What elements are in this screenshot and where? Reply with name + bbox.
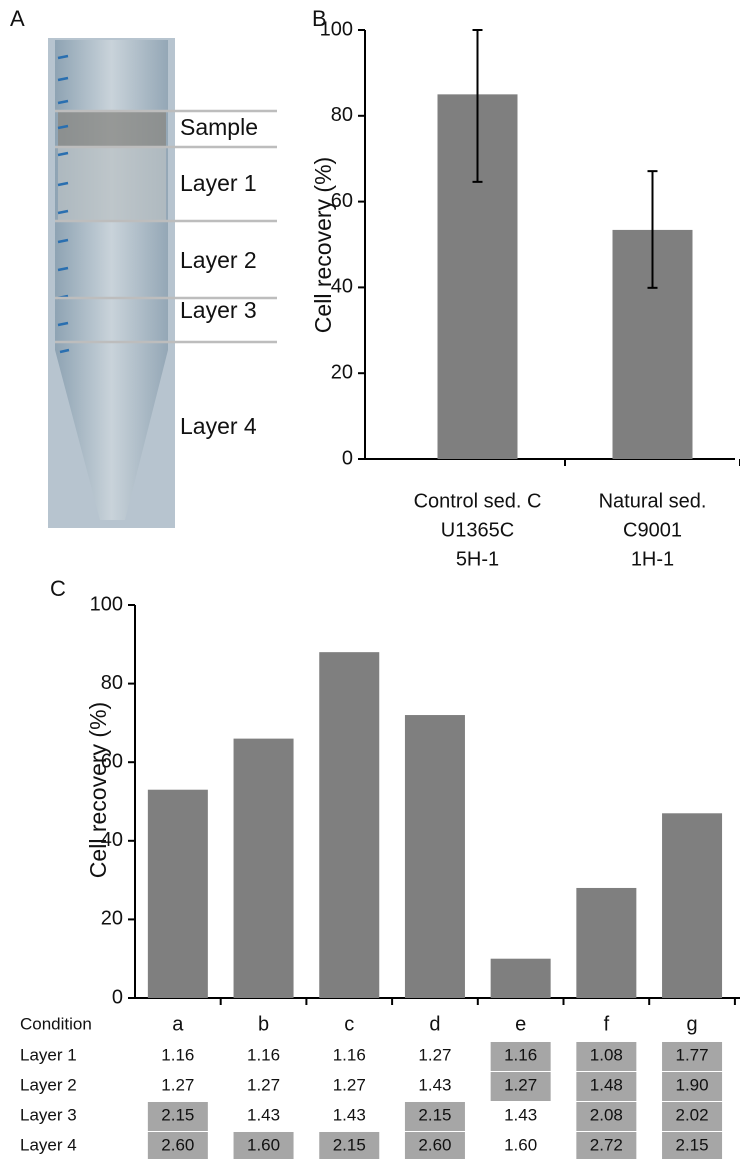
layer-label: Layer 4 [180,413,257,439]
cell-highlight [233,1132,294,1159]
cell: 1.27 [161,1075,194,1094]
y-tick-label: 40 [331,276,353,298]
row-label: Layer 1 [20,1045,77,1064]
cell: 1.60 [247,1135,280,1154]
cell-highlight [576,1102,637,1131]
cell: 2.15 [161,1105,194,1124]
row-label: Layer 2 [20,1075,77,1094]
bar [404,715,465,998]
cell: 1.27 [333,1075,366,1094]
x-tick-label: b [258,1013,269,1035]
layer-label: Layer 2 [180,247,257,273]
cell: 2.15 [418,1105,451,1124]
cell-highlight [662,1042,723,1071]
bar [147,789,208,998]
cell: 1.16 [161,1045,194,1064]
y-tick-label: 100 [320,18,353,40]
y-tick-label: 60 [101,750,123,772]
y-tick-label: 80 [101,672,123,694]
x-tick-label: Natural sed. [599,490,707,512]
cell-highlight [662,1102,723,1131]
x-tick-label: e [515,1013,526,1035]
cell: 1.27 [504,1075,537,1094]
table-header: Condition [20,1014,92,1033]
bar [233,738,294,998]
cell-highlight [490,1042,551,1071]
row-label: Layer 3 [20,1105,77,1124]
y-tick-label: 0 [342,447,353,469]
y-tick-label: 0 [112,986,123,1008]
y-tick-label: 100 [90,593,123,615]
panel-label: C [50,576,66,601]
x-tick-label: 5H-1 [456,548,499,570]
cell-highlight [404,1102,465,1131]
cell: 1.27 [247,1075,280,1094]
y-tick-label: 20 [331,361,353,383]
cell-highlight [404,1132,465,1159]
y-tick-label: 80 [331,104,353,126]
cell: 2.60 [418,1135,451,1154]
cell-highlight [147,1132,208,1159]
cell: 1.43 [333,1105,366,1124]
bar [319,652,380,998]
bar [490,958,551,998]
cell: 1.16 [333,1045,366,1064]
cell: 1.43 [418,1075,451,1094]
cell: 2.60 [161,1135,194,1154]
panel-label: A [10,6,25,31]
cell: 1.16 [504,1045,537,1064]
y-axis-label: Cell recovery (%) [310,157,336,333]
cell-highlight [576,1042,637,1071]
cell: 2.02 [676,1105,709,1124]
layer-label: Layer 1 [180,170,257,196]
row-label: Layer 4 [20,1135,77,1154]
cell-highlight [147,1102,208,1131]
cell: 1.16 [247,1045,280,1064]
cell: 1.60 [504,1135,537,1154]
cell-highlight [319,1132,380,1159]
cell: 2.15 [333,1135,366,1154]
x-tick-label: a [172,1013,184,1035]
y-tick-label: 20 [101,908,123,930]
bar [576,887,637,998]
photo [48,38,277,528]
x-tick-label: g [686,1013,697,1035]
cell: 2.72 [590,1135,623,1154]
panel-label: B [312,6,327,31]
cell-highlight [576,1132,637,1159]
y-tick-label: 40 [101,829,123,851]
cell: 1.08 [590,1045,623,1064]
cell: 2.08 [590,1105,623,1124]
cell: 1.27 [418,1045,451,1064]
cell: 2.15 [676,1135,709,1154]
x-tick-label: U1365C [441,519,514,541]
layer-label: Sample [180,114,258,140]
cell-highlight [662,1072,723,1101]
cell: 1.90 [676,1075,709,1094]
x-tick-label: C9001 [623,519,682,541]
cell: 1.43 [504,1105,537,1124]
x-tick-label: 1H-1 [631,548,674,570]
layer-label: Layer 3 [180,297,257,323]
y-tick-label: 60 [331,190,353,212]
cell-highlight [576,1072,637,1101]
x-tick-label: d [429,1013,440,1035]
cell: 1.48 [590,1075,623,1094]
y-axis-label: Cell recovery (%) [85,702,111,878]
x-tick-label: Control sed. C [414,490,542,512]
bar [662,813,723,998]
x-tick-label: f [604,1013,610,1035]
cell-highlight [662,1132,723,1159]
cell: 1.77 [676,1045,709,1064]
x-tick-label: c [344,1013,354,1035]
cell-highlight [490,1072,551,1101]
cell: 1.43 [247,1105,280,1124]
